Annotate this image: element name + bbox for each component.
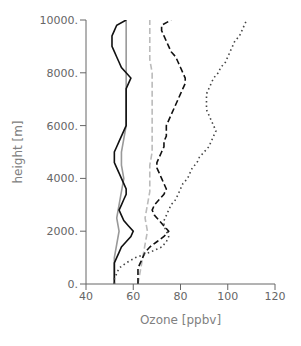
svg-text:6000.: 6000. bbox=[47, 120, 79, 133]
svg-text:60: 60 bbox=[126, 290, 140, 303]
svg-text:2000.: 2000. bbox=[47, 225, 79, 238]
svg-text:10000.: 10000. bbox=[40, 14, 79, 27]
svg-text:0.: 0. bbox=[68, 278, 79, 291]
svg-text:Ozone [ppbv]: Ozone [ppbv] bbox=[140, 313, 221, 327]
svg-text:80: 80 bbox=[174, 290, 188, 303]
svg-text:40: 40 bbox=[79, 290, 93, 303]
svg-text:4000.: 4000. bbox=[47, 172, 79, 185]
svg-text:8000.: 8000. bbox=[47, 67, 79, 80]
svg-text:100: 100 bbox=[217, 290, 238, 303]
svg-text:120: 120 bbox=[265, 290, 286, 303]
svg-text:height [m]: height [m] bbox=[11, 120, 25, 183]
